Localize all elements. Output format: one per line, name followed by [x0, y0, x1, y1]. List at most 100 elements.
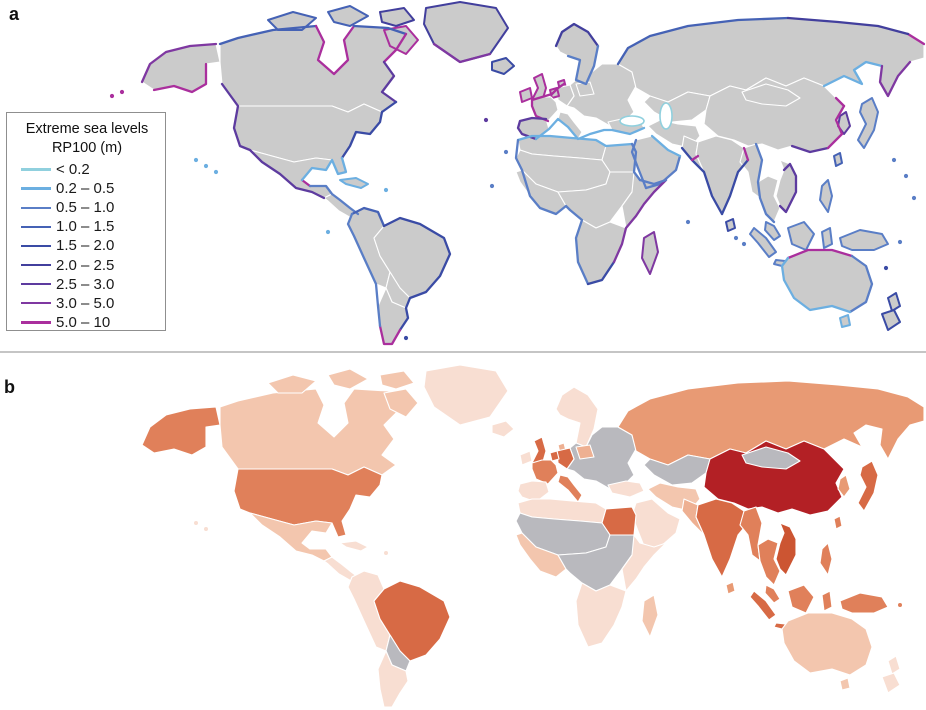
coastline-safrica	[586, 260, 616, 286]
legend-line-swatch	[21, 168, 51, 171]
world-map-exposure	[141, 364, 925, 708]
island-dot-3	[898, 603, 902, 607]
coastline-russia-arctic-e	[786, 16, 910, 36]
island-dot-12	[503, 149, 509, 155]
country-west-africa	[515, 532, 567, 578]
panel-a-label: a	[9, 4, 20, 24]
coastline-wafrica	[514, 138, 590, 286]
coastline-redsea-e	[630, 138, 648, 190]
legend-entry-a-0: < 0.2	[21, 161, 157, 178]
country-germany	[556, 84, 575, 107]
country-malaysia	[764, 584, 781, 604]
legend-line-swatch	[21, 244, 51, 248]
coastline-arctic-canada-w	[218, 24, 318, 46]
country-mongolia	[741, 83, 801, 107]
country-france	[531, 459, 559, 485]
coastline-hudson-bay	[314, 24, 356, 76]
legend-line-swatch	[21, 263, 51, 267]
island-dot-1	[204, 527, 208, 531]
legend-entry-label: 5.0 – 10	[56, 313, 111, 331]
coastline-foxe	[382, 32, 408, 64]
legend-line-swatch	[21, 302, 51, 305]
country-new-guinea	[839, 229, 889, 251]
legend-entry-label: 1.5 – 2.0	[56, 237, 115, 255]
country-central-asia	[643, 454, 711, 486]
legend-a-entries: < 0.2 0.2 – 0.5 0.5 – 1.0 1.0 – 1.5 1.5 – 2.…	[17, 161, 157, 331]
country-cuba	[339, 177, 369, 189]
coastline-bohai	[834, 96, 846, 108]
coastline-alaska-south	[152, 62, 208, 94]
country-turkey	[607, 480, 645, 498]
legend-entry-label: 0.5 – 1.0	[56, 199, 115, 217]
legend-line-swatch	[21, 321, 51, 324]
country-iceland	[491, 420, 515, 438]
sea-black-sea	[619, 115, 645, 127]
country-iceland	[491, 57, 515, 75]
island-dot-17	[733, 235, 739, 241]
legend-entry-label: 1.0 – 1.5	[56, 218, 115, 236]
coastline-india-east	[720, 158, 750, 216]
island-dot-7	[903, 173, 909, 179]
island-dot-2	[384, 551, 388, 555]
country-italy	[557, 111, 583, 140]
country-alaska	[141, 406, 221, 456]
country-thailand	[757, 538, 781, 586]
legend-a-title-line1: Extreme sea levels	[25, 121, 149, 137]
coastline-na-east	[340, 110, 384, 160]
island-dot-9	[897, 239, 903, 245]
coastline-arctic-canada-e	[352, 24, 408, 36]
legend-entry-label: 3.0 – 5.0	[56, 294, 115, 312]
panel-b-label: b	[4, 377, 15, 397]
country-tasmania	[839, 677, 851, 691]
country-japan	[857, 460, 879, 512]
country-ireland	[519, 450, 533, 466]
legend-entry-a-3: 1.0 – 1.5	[21, 218, 157, 236]
country-nz-north	[887, 292, 901, 312]
coastline-iberia-atl	[516, 116, 548, 141]
country-arctic-i2	[327, 368, 369, 390]
country-borneo	[787, 221, 815, 251]
country-arctic-i2	[327, 5, 369, 27]
country-poland	[575, 444, 595, 460]
country-borneo	[787, 584, 815, 614]
country-mongolia	[741, 446, 801, 470]
coastline-china-east	[826, 104, 846, 150]
country-philippines	[819, 179, 833, 213]
coastline-sa-west	[346, 212, 382, 328]
country-india	[695, 498, 749, 578]
country-arctic-i1	[267, 11, 317, 31]
island-dot-10	[883, 265, 889, 271]
country-alaska	[141, 43, 221, 93]
coastline-australia-n	[786, 248, 854, 260]
country-greenland	[423, 1, 509, 63]
island-dot-18	[741, 241, 747, 247]
coastline-med-north	[534, 117, 646, 141]
country-vietnam	[775, 522, 797, 576]
country-taiwan	[833, 152, 843, 167]
country-netherlands	[549, 450, 560, 462]
legend-entry-a-7: 3.0 – 5.0	[21, 294, 157, 312]
coastline-alaska-west	[140, 42, 218, 84]
coastline-myanmar-coast	[754, 142, 776, 224]
country-nz-south	[881, 309, 901, 331]
country-taiwan	[833, 515, 843, 530]
legend-entry-label: 2.5 – 3.0	[56, 275, 115, 293]
country-baffin	[383, 388, 419, 418]
legend-entry-a-8: 5.0 – 10	[21, 313, 157, 331]
island-dot-14	[325, 229, 331, 235]
coastline-med-south	[516, 134, 634, 148]
country-iberia	[517, 480, 550, 503]
island-dot-1	[203, 163, 209, 169]
country-madagascar	[641, 231, 659, 275]
coastline-australia-s	[780, 256, 852, 314]
coastline-russia-arctic	[616, 16, 790, 66]
country-horn-east-africa	[621, 534, 667, 592]
coastline-persian-gulf	[650, 134, 682, 158]
country-new-guinea	[839, 592, 889, 614]
island-dot-0	[194, 521, 198, 525]
island-dot-3	[119, 89, 125, 95]
legend-entry-label: 0.2 – 0.5	[56, 180, 115, 198]
country-nz-south	[881, 672, 901, 694]
country-sulawesi	[821, 590, 833, 612]
